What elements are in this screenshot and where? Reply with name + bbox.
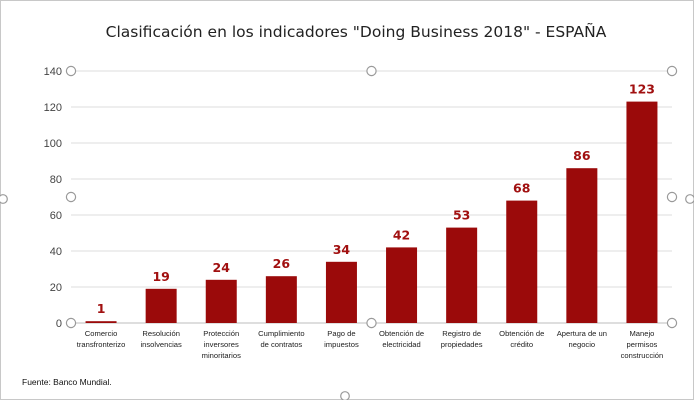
chart-title: Clasificación en los indicadores "Doing … <box>106 22 607 41</box>
x-category-label: Obtención de <box>379 329 424 338</box>
data-labels: 1 19 24 26 34 42 53 68 86 123 <box>97 82 655 317</box>
plot-area-resize-handle[interactable] <box>65 191 77 203</box>
x-category-label: permisos <box>627 340 658 349</box>
data-label: 19 <box>152 269 169 284</box>
x-category-label: negocio <box>569 340 596 349</box>
data-label: 68 <box>513 181 530 196</box>
x-category-label: crédito <box>510 340 533 349</box>
data-label: 123 <box>629 82 655 97</box>
x-category-label: inversores <box>204 340 239 349</box>
x-category-label: transfronterizo <box>77 340 126 349</box>
x-category-label: propiedades <box>441 340 483 349</box>
bars <box>85 101 658 323</box>
x-category-label: Resolución <box>142 329 180 338</box>
bar <box>205 279 237 323</box>
plot-area-resize-handle[interactable] <box>366 65 377 77</box>
y-tick-label: 140 <box>44 66 62 78</box>
data-label: 53 <box>453 208 470 223</box>
x-category-label: minoritarios <box>202 351 241 360</box>
y-tick-label: 40 <box>50 246 62 258</box>
x-category-label: Manejo <box>629 329 654 338</box>
x-category-label: Apertura de un <box>557 329 607 338</box>
y-tick-label: 60 <box>50 210 62 222</box>
x-category-label: de contratos <box>260 340 302 349</box>
y-tick-label: 0 <box>56 318 62 330</box>
plot-area-resize-handle[interactable] <box>65 317 77 329</box>
plot-area-resize-handle[interactable] <box>65 65 77 77</box>
x-category-label: insolvencias <box>140 340 182 349</box>
data-label: 42 <box>393 227 410 242</box>
plot-area-resize-handle[interactable] <box>666 65 678 77</box>
bar <box>85 321 117 323</box>
chart-resize-handle[interactable] <box>685 194 694 204</box>
bar <box>265 276 297 323</box>
bar <box>145 288 177 323</box>
y-tick-label: 20 <box>50 282 62 294</box>
x-category-label: Comercio <box>85 329 118 338</box>
bar <box>446 227 478 323</box>
y-tick-label: 80 <box>50 174 62 186</box>
bar <box>566 168 598 323</box>
x-category-label: electricidad <box>382 340 420 349</box>
bar <box>325 261 357 323</box>
x-axis-labels: Comercio transfronterizo Resolución insolve… <box>77 329 663 360</box>
source-note: Fuente: Banco Mundial. <box>22 377 112 387</box>
y-tick-label: 100 <box>44 138 62 150</box>
x-category-label: Registro de <box>442 329 481 338</box>
data-label: 34 <box>333 242 351 257</box>
bar <box>626 101 658 323</box>
plot-area-resize-handle[interactable] <box>366 317 377 329</box>
x-category-label: Pago de <box>327 329 355 338</box>
x-category-label: impuestos <box>324 340 359 349</box>
data-label: 1 <box>97 301 106 316</box>
y-tick-label: 120 <box>44 102 62 114</box>
selection-handles[interactable] <box>0 65 694 400</box>
chart-resize-handle[interactable] <box>340 391 350 400</box>
x-category-label: Protección <box>203 329 239 338</box>
x-category-label: Cumplimiento <box>258 329 304 338</box>
y-axis: 0 20 40 60 80 100 120 140 <box>44 66 62 330</box>
bar <box>506 200 538 323</box>
data-label: 26 <box>273 256 291 271</box>
data-label: 86 <box>573 148 591 163</box>
bar <box>386 247 418 323</box>
x-category-label: construcción <box>621 351 664 360</box>
chart-resize-handle[interactable] <box>0 194 8 204</box>
x-category-label: Obtención de <box>499 329 544 338</box>
data-label: 24 <box>213 260 231 275</box>
plot-area-resize-handle[interactable] <box>666 317 678 329</box>
plot-area-resize-handle[interactable] <box>666 191 678 203</box>
